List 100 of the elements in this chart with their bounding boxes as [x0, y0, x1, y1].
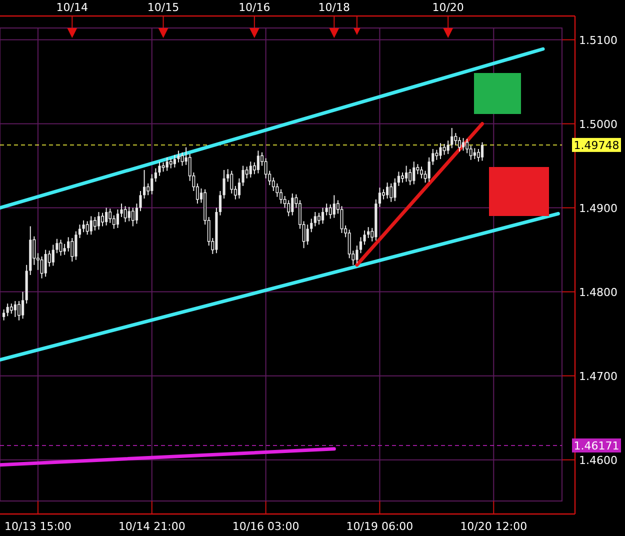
y-tick-label: 1.4800	[579, 286, 618, 299]
x-tick-label: 10/20 12:00	[460, 520, 528, 533]
candlestick	[2, 308, 6, 321]
candlestick	[135, 203, 138, 224]
candlestick	[108, 208, 112, 224]
candlestick	[14, 300, 16, 318]
candlestick	[150, 174, 154, 195]
candlestick	[390, 182, 393, 202]
y-tick-label: 1.4700	[579, 370, 618, 383]
candlestick	[162, 162, 165, 172]
candlestick	[101, 212, 104, 227]
candlestick	[173, 154, 176, 168]
candlestick	[230, 170, 234, 194]
candlestick	[317, 212, 320, 226]
candlestick	[363, 230, 366, 246]
candlestick	[408, 168, 412, 186]
candlestick	[405, 165, 408, 182]
candlestick	[131, 207, 134, 227]
candlestick	[321, 207, 324, 224]
candlestick	[314, 211, 316, 227]
candlestick	[386, 182, 389, 200]
candlestick	[10, 303, 13, 314]
candlestick	[378, 187, 382, 208]
candlestick	[63, 243, 66, 256]
candlestick	[142, 169, 146, 200]
y-tick-label: 1.5000	[579, 118, 618, 131]
x-tick-label: 10/16 03:00	[232, 520, 300, 533]
candlestick	[169, 158, 172, 169]
y-tick-label: 1.4600	[579, 454, 618, 467]
candlestick	[56, 238, 58, 254]
candlestick	[412, 161, 416, 185]
candlestick	[480, 142, 484, 162]
candlestick	[435, 149, 438, 160]
candlestick	[280, 188, 282, 204]
candlestick	[432, 148, 434, 166]
x-tick-label: 10/19 06:00	[346, 520, 414, 533]
candlestick	[394, 178, 396, 202]
candlestick	[93, 216, 96, 231]
candlestick	[359, 236, 362, 254]
candlestick	[166, 156, 168, 172]
candlestick	[218, 190, 222, 216]
candlestick	[356, 245, 358, 264]
candlestick	[44, 249, 47, 278]
candlestick	[40, 256, 44, 279]
text: 10/16	[238, 1, 270, 14]
candlestick	[17, 300, 20, 321]
candlestick	[332, 194, 336, 218]
candlestick	[177, 150, 180, 163]
candlestick	[242, 165, 244, 186]
candlestick	[310, 218, 313, 233]
y-tick-label: 1.5100	[579, 34, 618, 47]
candlestick	[249, 161, 252, 178]
x-tick-label: 10/14 21:00	[118, 520, 186, 533]
candlestick	[428, 156, 430, 182]
candlestick	[382, 188, 386, 200]
candlestick	[139, 190, 142, 212]
candlestick	[256, 150, 260, 174]
candlestick	[397, 171, 400, 186]
candlestick	[325, 203, 328, 216]
candlestick	[420, 166, 423, 179]
candlestick	[82, 220, 85, 233]
candlestick	[469, 145, 472, 160]
x-tick-label: 10/13 15:00	[4, 520, 72, 533]
text: 10/20	[432, 1, 464, 14]
candlestick	[86, 220, 89, 236]
candlestick	[128, 206, 130, 222]
y-tick-label: 1.4900	[579, 202, 618, 215]
candlestick	[52, 244, 54, 266]
candlestick	[97, 211, 100, 230]
candlestick	[105, 207, 108, 226]
text: 10/14	[56, 1, 88, 14]
candlestick	[90, 216, 92, 236]
candlestick	[59, 239, 62, 256]
candlestick	[446, 140, 450, 155]
candlestick	[124, 206, 127, 223]
candlestick	[439, 142, 442, 160]
candlestick	[450, 127, 454, 149]
candlestick	[120, 203, 123, 218]
candlestick	[458, 136, 461, 152]
candlestick	[180, 152, 184, 166]
candlestick	[21, 291, 24, 320]
candlestick	[154, 168, 157, 182]
candlestick	[462, 138, 465, 152]
ref-line-label: 1.49748	[574, 138, 620, 152]
candlestick	[6, 303, 9, 317]
candlestick	[158, 161, 161, 176]
candlestick	[442, 143, 446, 156]
candlestick	[222, 169, 226, 200]
candlestick	[340, 206, 344, 234]
candlestick	[476, 148, 480, 162]
candlestick	[291, 193, 294, 216]
candlestick	[401, 172, 404, 184]
candlestick	[74, 230, 78, 260]
candlestick	[238, 178, 241, 200]
candlestick	[116, 208, 120, 228]
text: 10/15	[147, 1, 180, 14]
candlestick	[287, 200, 290, 217]
text: 10/18	[318, 1, 350, 14]
candlestick	[78, 224, 82, 239]
candlestick	[466, 138, 469, 154]
